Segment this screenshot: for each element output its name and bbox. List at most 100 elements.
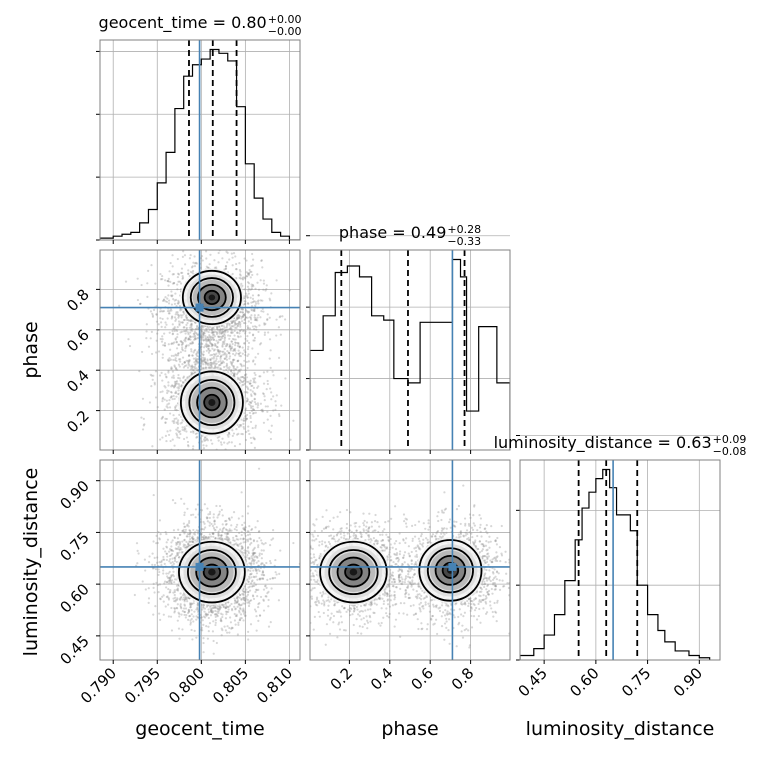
scatter-point [204, 366, 208, 369]
scatter-point [252, 551, 255, 554]
scatter-point [245, 376, 249, 379]
scatter-point [251, 297, 255, 300]
scatter-point [180, 497, 183, 500]
scatter-point [253, 392, 256, 395]
scatter-point [196, 503, 200, 506]
scatter-point [230, 529, 233, 532]
scatter-point [149, 373, 152, 376]
scatter-point [162, 309, 166, 313]
scatter-point [211, 442, 214, 445]
scatter-point [171, 557, 174, 560]
scatter-point [214, 615, 217, 619]
scatter-point [233, 372, 236, 375]
scatter-point [224, 603, 227, 606]
scatter-point [234, 323, 237, 326]
scatter-point [209, 336, 212, 339]
scatter-point [171, 316, 174, 319]
scatter-point [248, 525, 251, 528]
scatter-point [251, 273, 254, 277]
scatter-point [261, 266, 264, 269]
scatter-point [217, 534, 220, 537]
scatter-point [217, 261, 220, 264]
scatter-point [146, 282, 149, 285]
scatter-point [243, 288, 246, 291]
scatter-point [183, 610, 186, 613]
scatter-point [237, 315, 240, 318]
scatter-point [179, 592, 182, 595]
scatter-point [236, 633, 239, 636]
scatter-point [253, 552, 256, 555]
scatter-point [190, 327, 193, 330]
scatter-point [253, 397, 256, 400]
scatter-point [221, 342, 224, 345]
scatter-point [228, 604, 232, 607]
scatter-point [216, 326, 219, 329]
scatter-point [261, 571, 265, 574]
scatter-point [221, 335, 224, 338]
scatter-point [189, 619, 192, 622]
scatter-point [173, 341, 176, 344]
scatter-point [170, 366, 173, 369]
scatter-point [208, 334, 211, 337]
scatter-point [235, 268, 238, 271]
scatter-point [209, 614, 213, 617]
scatter-point [254, 287, 257, 290]
scatter-point [175, 311, 178, 314]
scatter-point [225, 342, 229, 346]
scatter-point [203, 522, 206, 525]
scatter-point [173, 420, 176, 423]
scatter-point [212, 532, 215, 535]
scatter-point [209, 609, 213, 612]
scatter-point [161, 379, 164, 382]
scatter-point [232, 373, 235, 376]
scatter-point [222, 605, 225, 608]
scatter-point [242, 609, 245, 612]
scatter-point [160, 371, 163, 375]
scatter-point [251, 325, 255, 328]
scatter-point [148, 401, 152, 404]
scatter-point [277, 326, 280, 329]
scatter-point [217, 531, 220, 534]
scatter-point [200, 616, 203, 619]
scatter-point [246, 296, 249, 299]
scatter-point [195, 436, 198, 439]
scatter-point [212, 353, 216, 356]
scatter-point [244, 300, 247, 303]
scatter-point [178, 377, 181, 380]
scatter-point [244, 611, 247, 614]
scatter-point [242, 417, 246, 420]
scatter-point [228, 355, 232, 358]
scatter-point [222, 361, 225, 364]
scatter-point [181, 321, 184, 324]
scatter-point [251, 399, 254, 403]
scatter-point [211, 344, 214, 347]
scatter-point [246, 354, 249, 358]
scatter-point [244, 302, 247, 305]
scatter-point [254, 381, 257, 384]
scatter-point [177, 280, 180, 283]
scatter-point [258, 375, 261, 378]
scatter-point [162, 613, 165, 616]
scatter-point [233, 329, 236, 332]
scatter-point [175, 432, 178, 435]
scatter-point [254, 317, 257, 320]
scatter-point [248, 575, 251, 578]
scatter-point [220, 331, 223, 334]
scatter-point [189, 623, 192, 626]
scatter-point [188, 354, 191, 357]
scatter-point [232, 358, 235, 361]
scatter-point [213, 344, 217, 347]
scatter-point [241, 547, 244, 550]
scatter-point [225, 358, 229, 361]
scatter-point [265, 388, 268, 391]
scatter-point [248, 316, 251, 319]
scatter-point [237, 322, 240, 325]
scatter-point [178, 365, 181, 368]
scatter-point [241, 315, 244, 318]
scatter-point [200, 628, 203, 631]
panel-frame [519, 459, 721, 661]
scatter-point [221, 629, 224, 632]
scatter-point [248, 556, 251, 560]
scatter-point [168, 399, 171, 402]
scatter-point [221, 527, 225, 530]
